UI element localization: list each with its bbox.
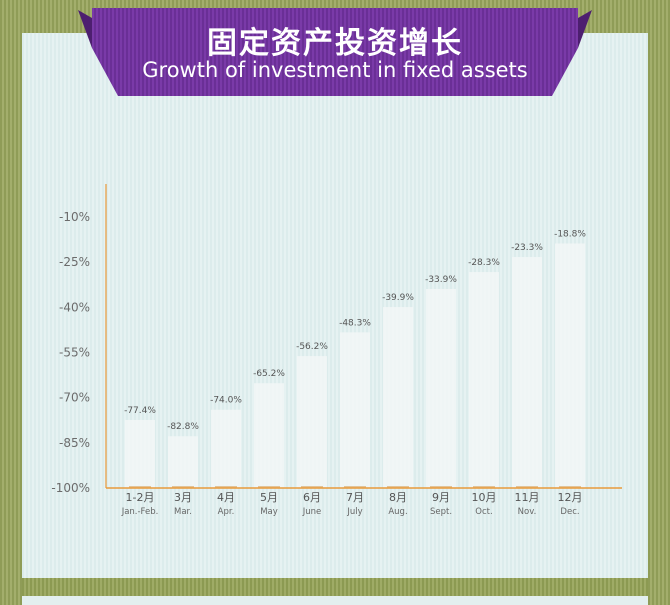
y-tick-label: -100% [51,481,90,495]
page-title: 固定资产投资增长 [207,26,463,61]
bar [555,243,585,488]
y-tick-label: -25% [59,255,90,269]
x-tick-label-en: Dec. [560,507,579,517]
x-tick-label-en: Aug. [388,507,407,517]
bar [168,436,198,488]
bar-base-mark [387,486,409,488]
banner-right-fold [578,10,592,48]
bar [254,383,284,488]
data-label: -48.3% [339,318,371,328]
bar [340,332,370,488]
x-tick-label-en: June [302,507,322,517]
x-tick-label-en: Oct. [475,507,492,517]
bar-base-mark [516,486,538,488]
bar-base-mark [129,486,151,488]
x-tick-label-en: Apr. [218,507,235,517]
bar-base-mark [258,486,280,488]
bar [383,307,413,488]
data-label: -77.4% [124,406,156,416]
y-tick-label: -10% [59,210,90,224]
x-tick-label: 12月 [558,491,583,504]
data-label: -18.8% [554,229,586,239]
x-tick-label-en: Jan.-Feb. [121,507,159,517]
bar-base-mark [473,486,495,488]
page-subtitle: Growth of investment in fixed assets [142,58,528,82]
y-tick-label: -40% [59,300,90,314]
data-label: -28.3% [468,258,500,268]
x-tick-label-en: May [260,507,278,517]
x-tick-label: 7月 [346,491,364,504]
y-tick-label: -85% [59,436,90,450]
data-label: -65.2% [253,369,285,379]
bottom-strip [22,596,648,605]
title-banner [78,8,592,96]
x-tick-label: 10月 [472,491,497,504]
bar [469,272,499,488]
x-tick-label: 3月 [174,491,192,504]
bar-base-mark [344,486,366,488]
data-label: -56.2% [296,342,328,352]
x-tick-label-en: Mar. [174,507,192,517]
x-tick-label-en: Sept. [430,507,452,517]
x-tick-label-en: Nov. [518,507,537,517]
bar [125,419,155,488]
x-tick-label: 8月 [389,491,407,504]
y-tick-label: -55% [59,346,90,360]
banner-left-fold [78,10,92,48]
y-tick-label: -70% [59,391,90,405]
data-label: -33.9% [425,275,457,285]
bar-base-mark [172,486,194,488]
bar [297,356,327,488]
x-tick-label: 1-2月 [126,491,155,504]
bar-base-mark [301,486,323,488]
bar-base-mark [430,486,452,488]
x-tick-label: 9月 [432,491,450,504]
bar [426,288,456,488]
data-label: -82.8% [167,422,199,432]
data-label: -39.9% [382,293,414,303]
x-tick-label-en: July [346,507,362,517]
data-label: -23.3% [511,243,543,253]
bar [211,409,241,488]
x-tick-label: 4月 [217,491,235,504]
data-label: -74.0% [210,396,242,406]
banner-body [92,8,578,96]
x-tick-label: 11月 [515,491,540,504]
x-tick-label: 6月 [303,491,321,504]
x-tick-label: 5月 [260,491,278,504]
bar-base-mark [215,486,237,488]
bar [512,257,542,488]
bar-base-mark [559,486,581,488]
